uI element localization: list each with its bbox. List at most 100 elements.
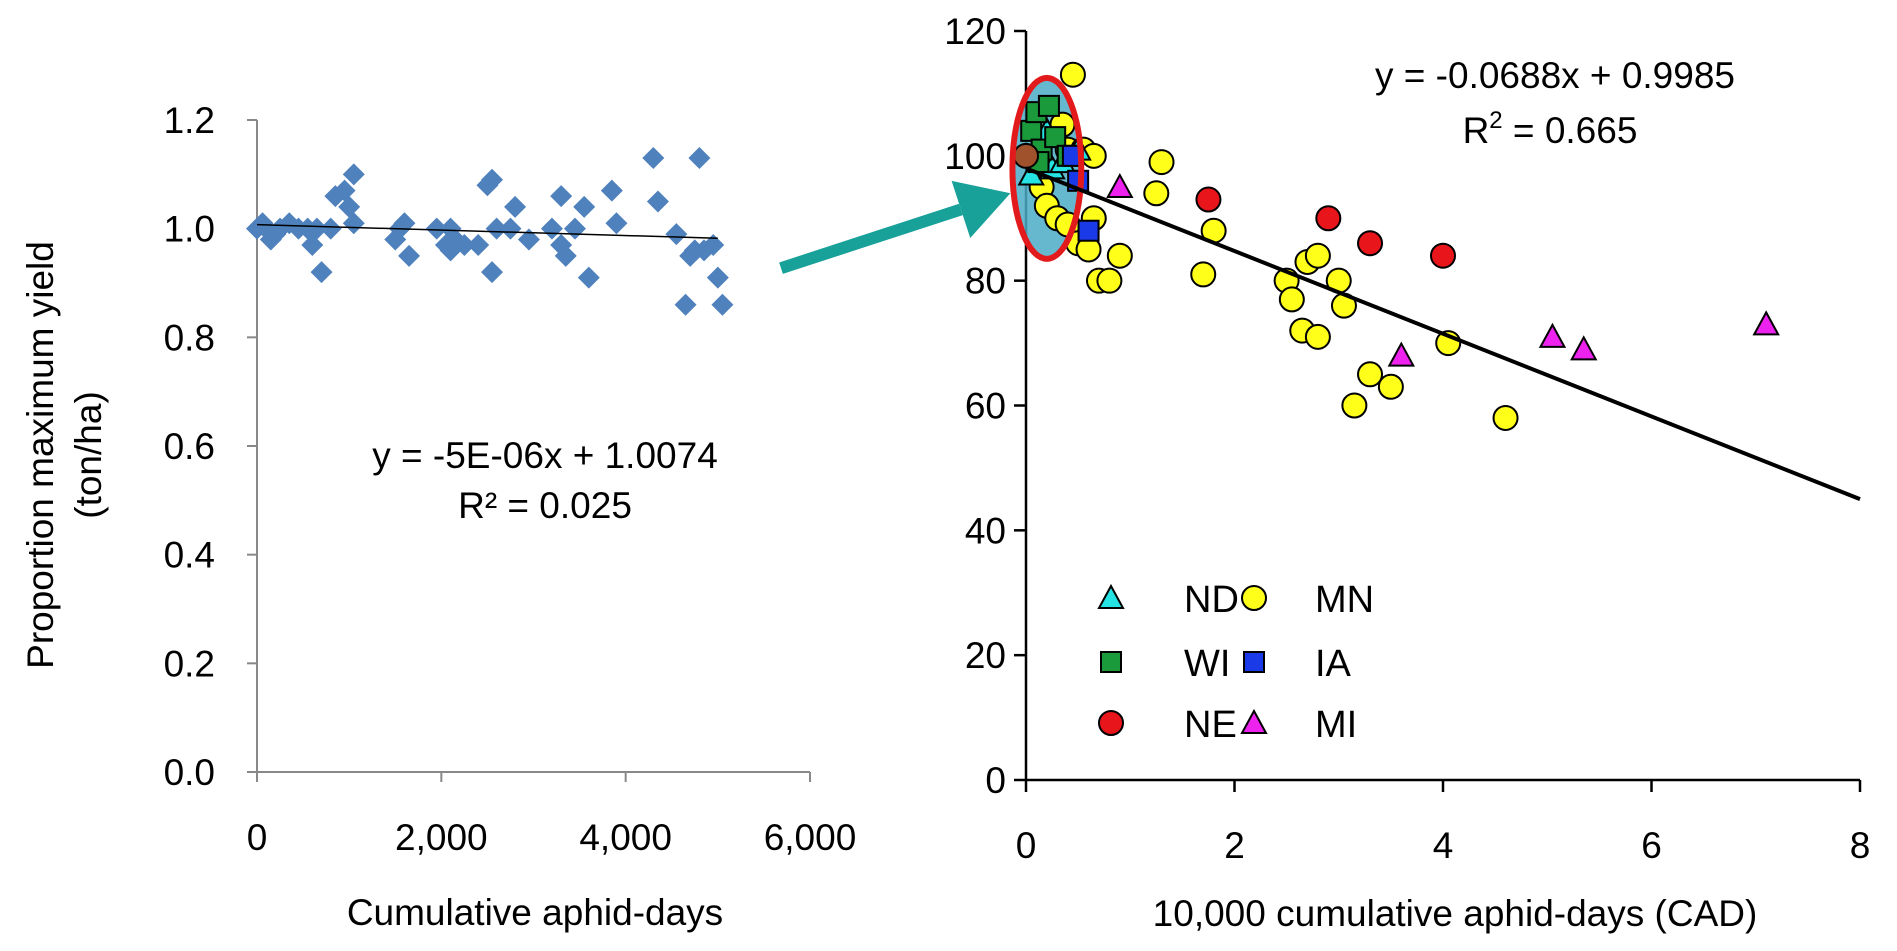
data-point-mn — [1059, 61, 1086, 88]
left-x-tick-label: 4,000 — [579, 817, 672, 858]
data-point-ne — [1195, 186, 1222, 213]
left-y-axis-title-line2: (ton/ha) — [68, 391, 109, 519]
left-data-point — [342, 163, 365, 186]
data-point-mn — [1190, 261, 1217, 288]
data-point-mn — [1106, 242, 1133, 269]
right-data-points — [1013, 61, 1780, 431]
right-r-squared: R2 = 0.665 — [1463, 107, 1638, 151]
data-point-mi — [1570, 335, 1598, 361]
right-y-tick-label: 60 — [965, 386, 1006, 427]
data-point-other — [1013, 142, 1039, 169]
left-data-point — [467, 233, 490, 256]
legend-marker-mn — [1241, 585, 1267, 611]
legend-marker-mi — [1240, 708, 1268, 734]
right-x-tick-label: 4 — [1433, 825, 1454, 866]
left-data-point — [605, 212, 628, 235]
right-axes — [1014, 29, 1862, 792]
left-trendline — [256, 223, 718, 239]
right-chart: 0 20 40 60 80 100 120 0 2 4 6 8 y = -0.0688x + 0.99… — [779, 11, 1870, 934]
left-data-point — [642, 147, 665, 170]
left-data-point — [425, 217, 448, 240]
left-data-point — [342, 212, 365, 235]
left-x-tick-label: 6,000 — [764, 817, 857, 858]
left-data-point — [504, 195, 527, 218]
data-point-ne — [1315, 205, 1342, 232]
left-data-point — [702, 233, 725, 256]
left-data-point — [554, 244, 577, 267]
data-point-mn — [1096, 267, 1123, 294]
left-data-point — [665, 223, 688, 246]
left-data-point — [646, 190, 669, 213]
legend-label-ia: IA — [1315, 643, 1352, 685]
data-point-mn — [1278, 286, 1305, 313]
data-point-mn — [1377, 373, 1404, 400]
right-r-squared-value: = 0.665 — [1503, 110, 1638, 151]
left-x-tick-label: 0 — [247, 817, 268, 858]
legend-marker-ia — [1243, 651, 1265, 673]
right-y-tick-label: 0 — [985, 760, 1006, 801]
right-y-tick-label: 120 — [944, 11, 1006, 52]
left-y-tick-label: 0.2 — [164, 643, 215, 684]
left-data-point — [688, 147, 711, 170]
legend-label-nd: ND — [1184, 579, 1239, 621]
arrow-shaft — [779, 203, 963, 274]
left-y-tick-label: 1.0 — [164, 209, 215, 250]
right-trendline — [1025, 166, 1861, 501]
left-data-points — [246, 147, 734, 316]
data-point-mn — [1143, 180, 1170, 207]
left-data-point — [573, 195, 596, 218]
left-data-point — [550, 185, 573, 208]
left-y-tick-label: 1.2 — [164, 100, 215, 141]
left-data-point — [499, 217, 522, 240]
legend-marker-ne — [1098, 710, 1124, 736]
left-data-point — [674, 293, 697, 316]
arrow-head — [951, 180, 1011, 238]
left-y-tick-label: 0.6 — [164, 426, 215, 467]
data-point-mi — [1752, 310, 1780, 336]
legend: ND WI NE MN IA MI — [1097, 579, 1374, 746]
teal-arrow — [779, 180, 1011, 274]
right-x-axis-title: 10,000 cumulative aphid-days (CAD) — [1153, 893, 1758, 934]
data-point-ne — [1430, 242, 1456, 269]
left-data-point — [706, 266, 729, 289]
legend-label-mn: MN — [1315, 579, 1374, 621]
right-x-tick-label: 0 — [1016, 825, 1037, 866]
right-r-squared-sup: 2 — [1489, 107, 1502, 134]
right-r-squared-prefix: R — [1463, 110, 1490, 151]
data-point-mi — [1106, 172, 1134, 199]
right-y-tick-label: 40 — [965, 510, 1006, 551]
left-x-axis-title: Cumulative aphid-days — [347, 892, 723, 933]
right-y-tick-label: 80 — [965, 261, 1006, 302]
data-point-mn — [1357, 361, 1384, 388]
left-x-tick-label: 2,000 — [395, 817, 488, 858]
right-x-tick-label: 8 — [1850, 825, 1871, 866]
data-point-ne — [1357, 230, 1384, 257]
left-tick-labels: 0.0 0.2 0.4 0.6 0.8 1.0 1.2 0 2,000 4,000 6,000 — [164, 100, 857, 858]
left-data-point — [711, 293, 734, 316]
right-y-tick-label: 100 — [944, 136, 1006, 177]
left-y-tick-label: 0.4 — [164, 535, 215, 576]
left-y-axis-title-line1: Proportion maximum yield — [20, 241, 61, 669]
highlight-ring — [1009, 74, 1085, 262]
left-data-point — [301, 233, 324, 256]
data-point-wi — [1044, 126, 1067, 149]
right-x-tick-label: 2 — [1224, 825, 1245, 866]
left-r-squared: R² = 0.025 — [458, 485, 632, 526]
legend-label-mi: MI — [1315, 704, 1357, 746]
right-x-tick-label: 6 — [1641, 825, 1662, 866]
left-y-tick-label: 0.8 — [164, 317, 215, 358]
left-data-point — [485, 217, 508, 240]
legend-marker-wi — [1100, 651, 1122, 673]
left-data-point — [453, 233, 476, 256]
data-point-mi — [1538, 322, 1567, 348]
left-data-point — [305, 217, 328, 240]
left-chart: 0.0 0.2 0.4 0.6 0.8 1.0 1.2 0 2,000 4,000 6,000 y … — [20, 100, 856, 933]
data-point-mn — [1492, 404, 1519, 431]
right-tick-labels: 0 20 40 60 80 100 120 0 2 4 6 8 — [944, 11, 1870, 866]
left-data-point — [398, 244, 421, 267]
data-point-mn — [1304, 242, 1331, 269]
right-y-tick-label: 20 — [965, 635, 1006, 676]
legend-label-wi: WI — [1184, 643, 1230, 685]
data-point-mn — [1341, 392, 1368, 419]
